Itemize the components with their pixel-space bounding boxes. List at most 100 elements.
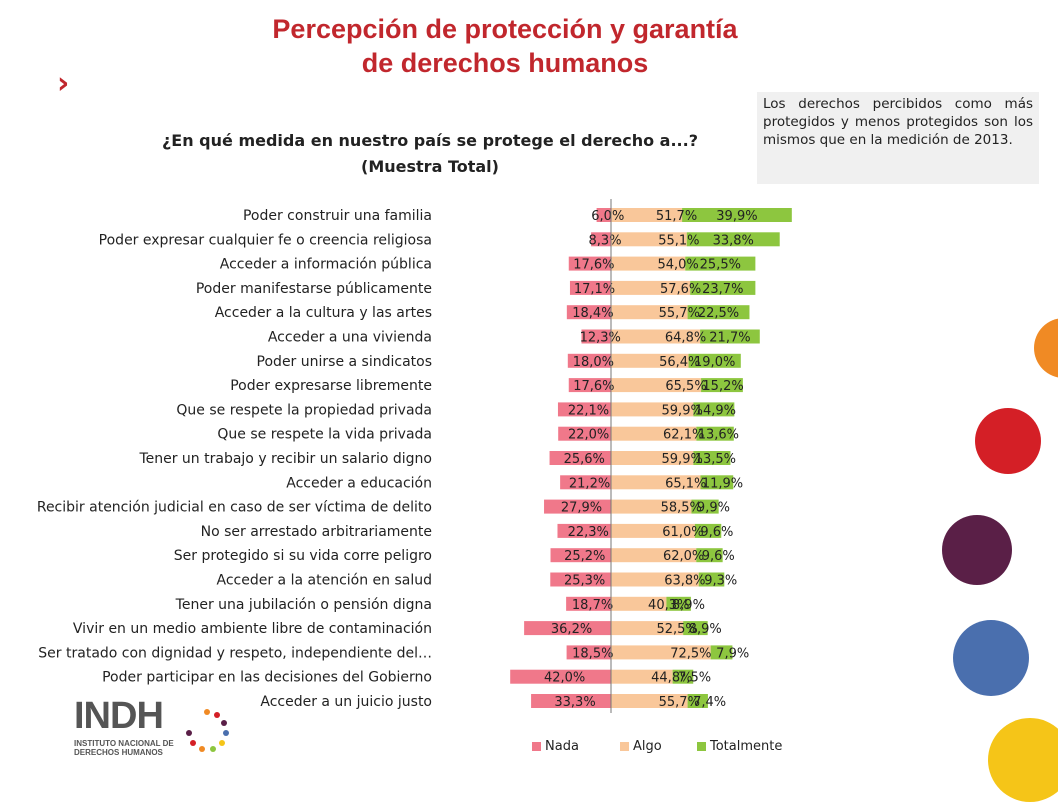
- bar-nada: [567, 353, 611, 368]
- data-label-algo: 56,4%: [659, 355, 700, 370]
- bar-totalmente: [672, 669, 694, 684]
- data-label-algo: 54,0%: [657, 258, 698, 273]
- bar-totalmente: [700, 475, 734, 490]
- blue-circle-decoration: [953, 620, 1029, 696]
- data-label-algo: 40,3%: [648, 598, 689, 613]
- bar-totalmente: [698, 572, 725, 587]
- yellow-circle-decoration: [988, 718, 1058, 802]
- data-label-nada: 25,6%: [564, 452, 605, 467]
- data-label-totalmente: 23,7%: [702, 282, 743, 297]
- bar-totalmente: [693, 451, 731, 465]
- bar-totalmente: [682, 208, 792, 222]
- data-label-nada: 8,3%: [589, 233, 622, 248]
- data-label-nada: 18,7%: [572, 598, 613, 613]
- bar-nada: [596, 208, 611, 222]
- data-label-nada: 22,3%: [568, 525, 609, 540]
- bar-totalmente: [710, 645, 733, 660]
- bar-algo: [611, 596, 667, 611]
- bar-nada: [549, 451, 611, 465]
- bar-nada: [524, 621, 611, 636]
- data-label-totalmente: 15,2%: [702, 379, 743, 394]
- data-label-totalmente: 19,0%: [694, 355, 735, 370]
- category-label: Que se respete la propiedad privada: [176, 402, 432, 418]
- data-label-algo: 55,1%: [658, 233, 699, 248]
- data-label-algo: 59,9%: [662, 403, 703, 418]
- bar-totalmente: [683, 621, 708, 636]
- category-label: Ser protegido si su vida corre peligro: [174, 548, 432, 564]
- data-label-algo: 62,0%: [663, 549, 704, 564]
- data-label-nada: 12,3%: [580, 331, 621, 346]
- data-label-totalmente: 13,5%: [695, 452, 736, 467]
- legend-swatch-nada: [532, 742, 541, 751]
- data-label-totalmente: 21,7%: [709, 331, 750, 346]
- bar-totalmente: [690, 280, 756, 295]
- data-label-algo: 65,5%: [665, 379, 706, 394]
- bar-nada: [544, 499, 611, 514]
- bar-nada: [550, 572, 611, 587]
- data-label-totalmente: 14,9%: [695, 403, 736, 418]
- data-label-algo: 57,6%: [660, 282, 701, 297]
- logo-subtitle: INSTITUTO NACIONAL DE DERECHOS HUMANOS: [74, 739, 174, 757]
- bar-nada: [560, 475, 611, 490]
- bar-nada: [510, 669, 611, 684]
- bar-algo: [611, 694, 688, 708]
- bar-totalmente: [700, 329, 760, 344]
- bar-totalmente: [686, 232, 780, 247]
- bar-algo: [611, 208, 683, 222]
- data-label-nada: 33,3%: [554, 695, 595, 710]
- data-label-nada: 18,4%: [572, 306, 613, 321]
- bar-algo: [611, 305, 688, 320]
- bar-algo: [611, 451, 694, 465]
- category-label: Tener una jubilación o pensión digna: [175, 597, 432, 613]
- purple-circle-decoration: [942, 515, 1012, 585]
- bar-totalmente: [694, 523, 722, 538]
- data-label-totalmente: 22,5%: [698, 306, 739, 321]
- category-label: Poder participar en las decisiones del G…: [102, 670, 432, 686]
- data-label-totalmente: 11,9%: [702, 476, 743, 491]
- data-label-algo: 52,5%: [656, 622, 697, 637]
- data-label-algo: 59,9%: [662, 452, 703, 467]
- data-label-algo: 58,5%: [661, 501, 702, 516]
- category-label: Vivir en un medio ambiente libre de cont…: [73, 621, 432, 637]
- bar-totalmente: [691, 499, 719, 514]
- legend-swatch-totalmente: [697, 742, 706, 751]
- bar-nada: [569, 280, 611, 295]
- bar-totalmente: [696, 548, 723, 563]
- data-label-algo: 61,0%: [662, 525, 703, 540]
- chart-question-line1: ¿En qué medida en nuestro país se proteg…: [162, 131, 698, 150]
- bar-nada: [566, 596, 611, 611]
- bar-algo: [611, 353, 689, 368]
- category-label: Acceder a la atención en salud: [217, 573, 432, 589]
- legend-label-totalmente: Totalmente: [709, 739, 782, 754]
- bar-algo: [611, 621, 684, 636]
- category-label: Acceder a la cultura y las artes: [215, 305, 432, 321]
- data-label-algo: 51,7%: [656, 209, 697, 224]
- category-label: Poder construir una familia: [243, 208, 432, 224]
- bar-algo: [611, 280, 691, 295]
- chart-question: ¿En qué medida en nuestro país se proteg…: [120, 128, 740, 180]
- data-label-totalmente: 33,8%: [713, 233, 754, 248]
- data-label-algo: 55,7%: [659, 695, 700, 710]
- data-label-nada: 22,1%: [568, 403, 609, 418]
- bar-algo: [611, 402, 694, 417]
- bar-nada: [531, 694, 611, 708]
- category-label: Poder unirse a sindicatos: [257, 354, 432, 370]
- data-label-algo: 72,5%: [670, 646, 711, 661]
- chevron-right-icon: ›: [57, 66, 70, 101]
- data-label-algo: 65,1%: [665, 476, 706, 491]
- data-label-totalmente: 7,9%: [716, 646, 749, 661]
- data-label-totalmente: 39,9%: [716, 209, 757, 224]
- data-label-nada: 36,2%: [551, 622, 592, 637]
- data-label-nada: 17,1%: [574, 282, 615, 297]
- data-label-nada: 17,6%: [573, 258, 614, 273]
- bar-algo: [611, 548, 697, 563]
- page-title-line2: de derechos humanos: [361, 48, 649, 78]
- data-label-nada: 6,0%: [591, 209, 624, 224]
- data-label-nada: 17,6%: [573, 379, 614, 394]
- data-label-totalmente: 25,5%: [700, 258, 741, 273]
- category-label: Recibir atención judicial en caso de ser…: [37, 500, 432, 516]
- data-label-totalmente: 9,6%: [700, 525, 733, 540]
- legend-swatch-algo: [620, 742, 629, 751]
- bar-algo: [611, 572, 699, 587]
- legend-label-nada: Nada: [545, 739, 579, 754]
